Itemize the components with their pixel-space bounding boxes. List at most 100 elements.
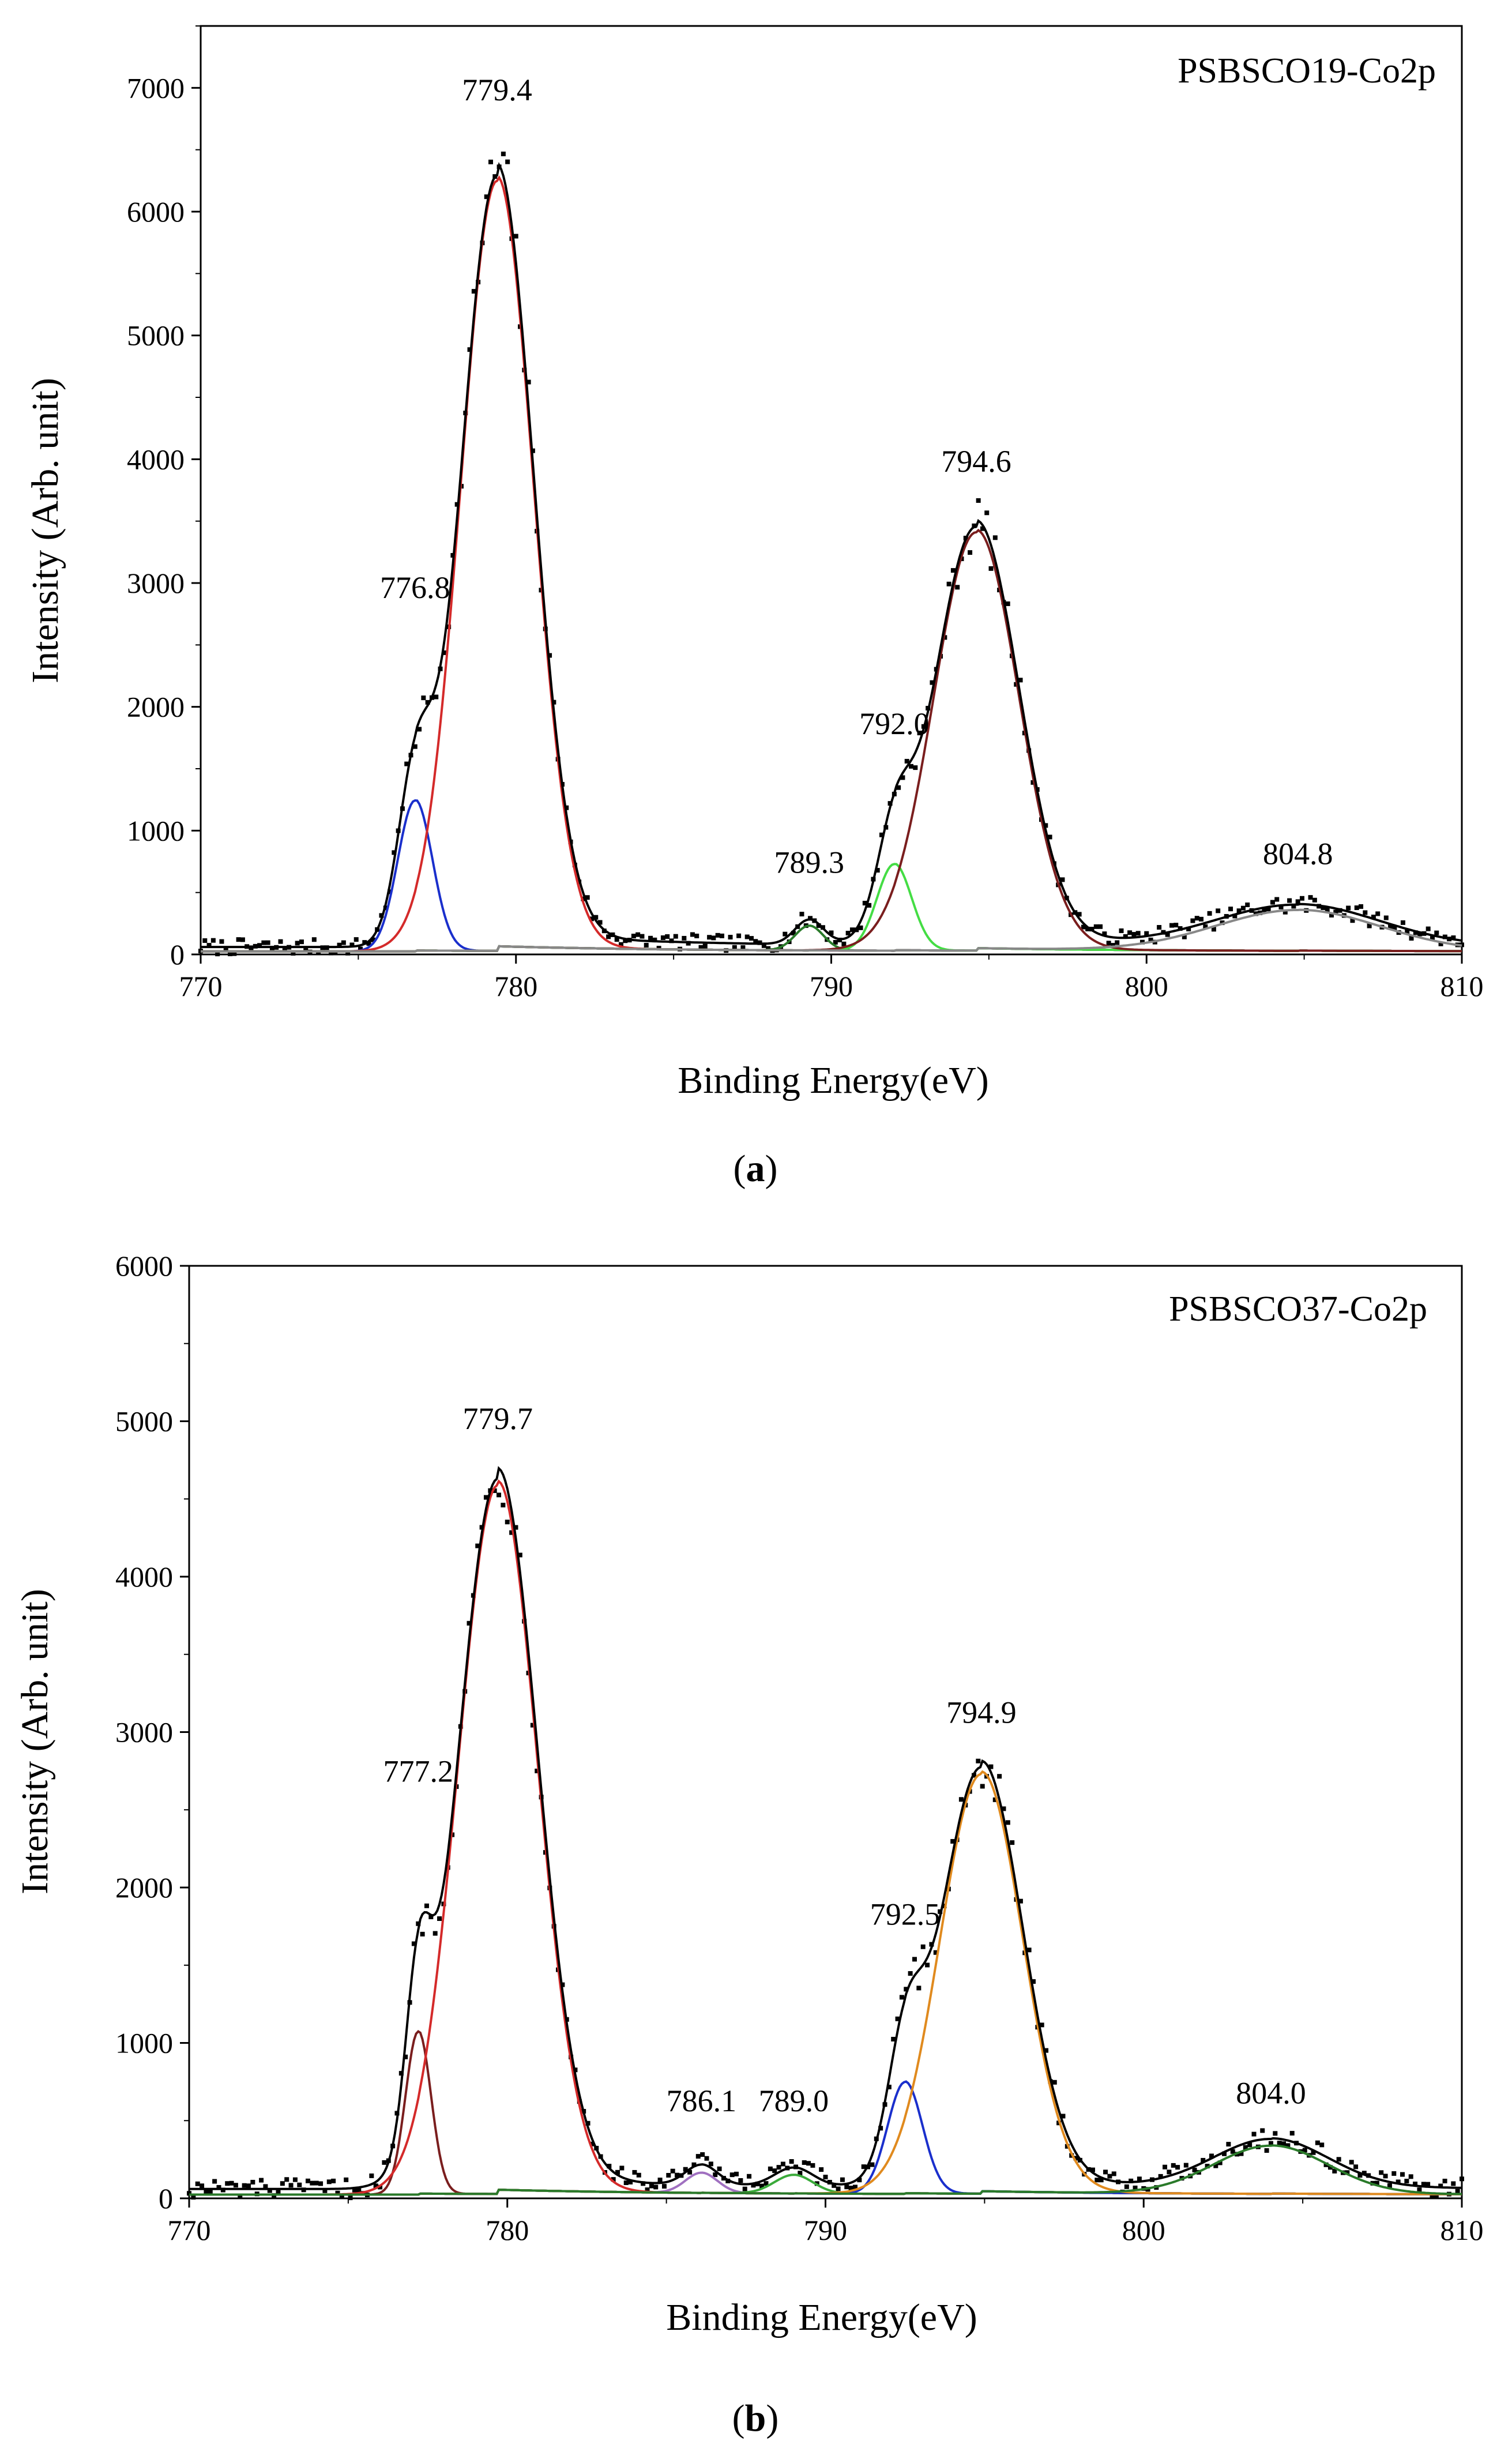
data-point: [1194, 916, 1199, 921]
sample-label-a: PSBSCO19-Co2p: [1178, 51, 1436, 91]
data-point: [1383, 915, 1389, 920]
peak-label: 779.4: [462, 73, 532, 107]
data-point: [734, 2171, 739, 2176]
data-point: [202, 938, 208, 943]
data-point: [1148, 937, 1153, 942]
data-point: [276, 2190, 281, 2195]
data-point: [310, 2180, 315, 2186]
data-point: [1005, 1820, 1010, 1825]
data-point: [1311, 2150, 1316, 2155]
data-point: [1262, 907, 1267, 912]
data-point: [1329, 912, 1334, 918]
data-point: [411, 1941, 416, 1946]
data-point: [702, 943, 708, 949]
data-point: [1434, 930, 1439, 935]
data-point: [619, 942, 623, 947]
data-point: [707, 935, 712, 940]
data-point: [698, 945, 704, 950]
data-point: [228, 952, 233, 957]
data-point: [619, 2165, 625, 2171]
data-point: [628, 2179, 633, 2184]
peak-label: 804.0: [1236, 2076, 1306, 2111]
data-point: [713, 2172, 718, 2178]
data-point: [1081, 924, 1086, 930]
data-point: [1299, 896, 1304, 901]
data-point: [623, 2180, 629, 2186]
data-point: [1451, 2181, 1456, 2186]
data-point: [920, 1944, 926, 1949]
data-point: [1404, 2179, 1409, 2184]
data-point: [1442, 2178, 1447, 2183]
y-tick-label: 3000: [115, 1716, 173, 1749]
data-point: [632, 2170, 637, 2175]
data-point: [1165, 932, 1170, 937]
data-point: [1421, 2182, 1426, 2187]
data-point: [711, 935, 716, 941]
data-point: [675, 2172, 680, 2178]
data-point: [291, 951, 296, 956]
data-point: [1289, 2131, 1295, 2136]
data-point: [729, 2172, 735, 2178]
data-point: [497, 1492, 502, 1498]
data-point: [1111, 2171, 1116, 2176]
x-tick-label: 800: [1122, 2214, 1165, 2246]
data-point: [238, 2194, 243, 2199]
peak-label: 794.6: [941, 444, 1011, 479]
data-point: [1400, 2172, 1405, 2177]
data-point: [1400, 920, 1405, 925]
data-point: [1245, 903, 1250, 908]
data-point: [1030, 1979, 1036, 1984]
y-tick-label: 7000: [127, 72, 185, 104]
data-point: [1158, 2174, 1163, 2179]
data-point: [492, 1488, 497, 1493]
data-point: [1186, 926, 1191, 931]
data-point: [187, 2191, 191, 2196]
data-point: [799, 912, 804, 917]
data-point: [1102, 931, 1107, 937]
data-point: [331, 2178, 336, 2183]
data-point: [1085, 926, 1090, 931]
data-point: [614, 937, 619, 942]
x-tick-label: 810: [1440, 970, 1484, 1002]
data-point: [640, 934, 645, 939]
data-point: [645, 2187, 650, 2193]
data-point: [501, 151, 506, 156]
data-point: [1236, 908, 1242, 913]
data-point: [870, 2162, 875, 2167]
data-point: [933, 1950, 938, 1955]
data-point: [1346, 905, 1351, 911]
data-point: [1270, 900, 1275, 905]
data-point: [913, 765, 918, 770]
data-point: [736, 933, 742, 938]
data-point: [806, 2161, 811, 2166]
data-point: [295, 941, 300, 946]
data-point: [988, 1764, 994, 1769]
component-curve-804: [189, 2144, 1462, 2196]
data-point: [1430, 2194, 1435, 2199]
data-point: [195, 2181, 200, 2186]
data-point: [657, 2178, 663, 2183]
data-point: [1291, 904, 1296, 909]
data-point: [841, 941, 847, 946]
data-point: [369, 2173, 374, 2178]
data-point: [597, 920, 603, 925]
data-point: [1361, 2171, 1367, 2176]
x-tick-label: 770: [179, 970, 223, 1002]
data-point: [670, 2168, 675, 2174]
data-point: [505, 159, 510, 164]
data-point: [352, 2187, 357, 2193]
data-point: [917, 731, 922, 736]
data-point: [236, 937, 241, 942]
data-point: [886, 2084, 892, 2089]
data-point: [635, 932, 641, 937]
data-point: [417, 727, 422, 732]
data-point: [607, 2164, 612, 2169]
data-point: [1001, 1806, 1006, 1811]
data-point: [1277, 2141, 1282, 2146]
data-point: [1426, 926, 1431, 931]
data-point: [1333, 909, 1338, 915]
y-tick-label: 2000: [127, 691, 185, 723]
data-point: [1349, 2160, 1354, 2165]
data-point: [682, 935, 687, 941]
data-point: [1107, 2174, 1112, 2179]
